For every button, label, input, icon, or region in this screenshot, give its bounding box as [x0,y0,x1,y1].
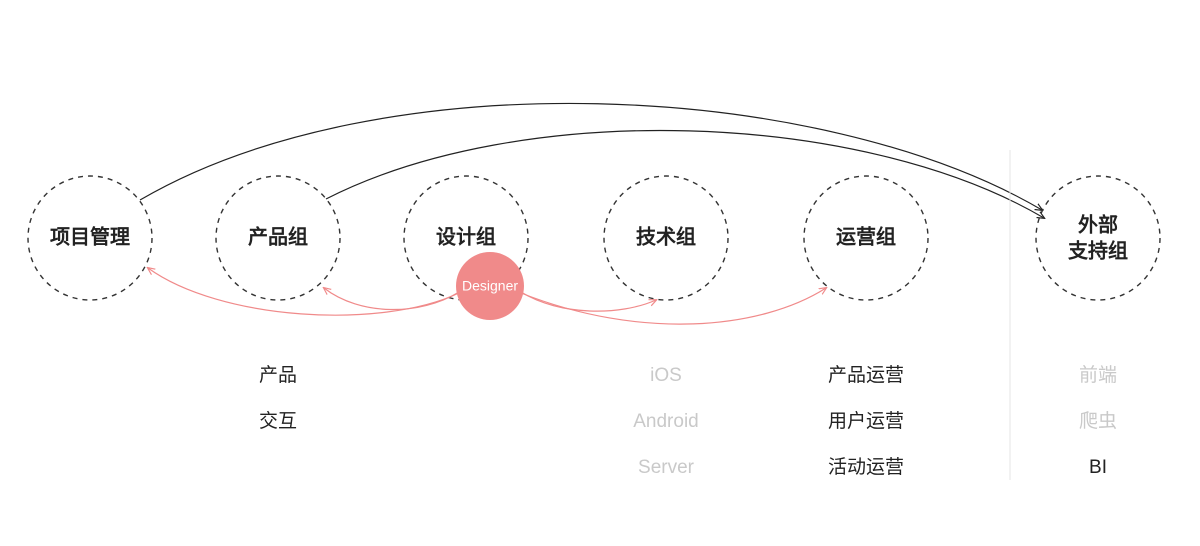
sublabel-1-0: iOS [650,365,682,386]
node-label-design: 设计组 [436,224,496,248]
nodes: 项目管理 产品组 设计组 技术组 运营组 外部支持组 [28,176,1160,300]
edge-black-0 [140,103,1042,210]
designer-badge: Designer [456,252,524,320]
sublabel-3-2: BI [1089,457,1107,478]
node-label-pm: 项目管理 [50,224,130,248]
node-label-product: 产品组 [248,224,308,248]
node-label-ext-2: 支持组 [1068,238,1128,262]
sublabel-1-2: Server [638,457,695,478]
sublabel-2-1: 用户运营 [828,410,904,432]
designer-badge-label: Designer [462,278,518,294]
node-label-ops: 运营组 [836,224,896,248]
edge-red-2 [521,292,656,311]
sublabel-0-1: 交互 [259,410,297,432]
node-label-ext-1: 外部 [1078,212,1118,236]
sublabel-3-0: 前端 [1079,364,1117,386]
edge-black-1 [326,130,1044,218]
node-pm: 项目管理 [28,176,152,300]
org-network-diagram: 项目管理 产品组 设计组 技术组 运营组 外部支持组 Designer 产品交互 iOS An… [0,0,1200,546]
node-ops: 运营组 [804,176,928,300]
edge-red-3 [521,288,826,324]
node-label-tech: 技术组 [636,224,696,248]
sublabel-2-2: 活动运营 [828,456,904,478]
sublabel-3-1: 爬虫 [1079,410,1117,432]
edges-black [140,103,1044,218]
edge-red-1 [324,288,459,310]
sublabel-2-0: 产品运营 [828,364,904,386]
node-tech: 技术组 [604,176,728,300]
sub-labels: 产品交互 iOS Android Server 产品运营用户运营活动运营 前端爬虫 BI [259,364,1117,478]
sublabel-0-0: 产品 [259,364,297,386]
node-ext: 外部支持组 [1036,176,1160,300]
node-product: 产品组 [216,176,340,300]
sublabel-1-1: Android [633,411,699,432]
